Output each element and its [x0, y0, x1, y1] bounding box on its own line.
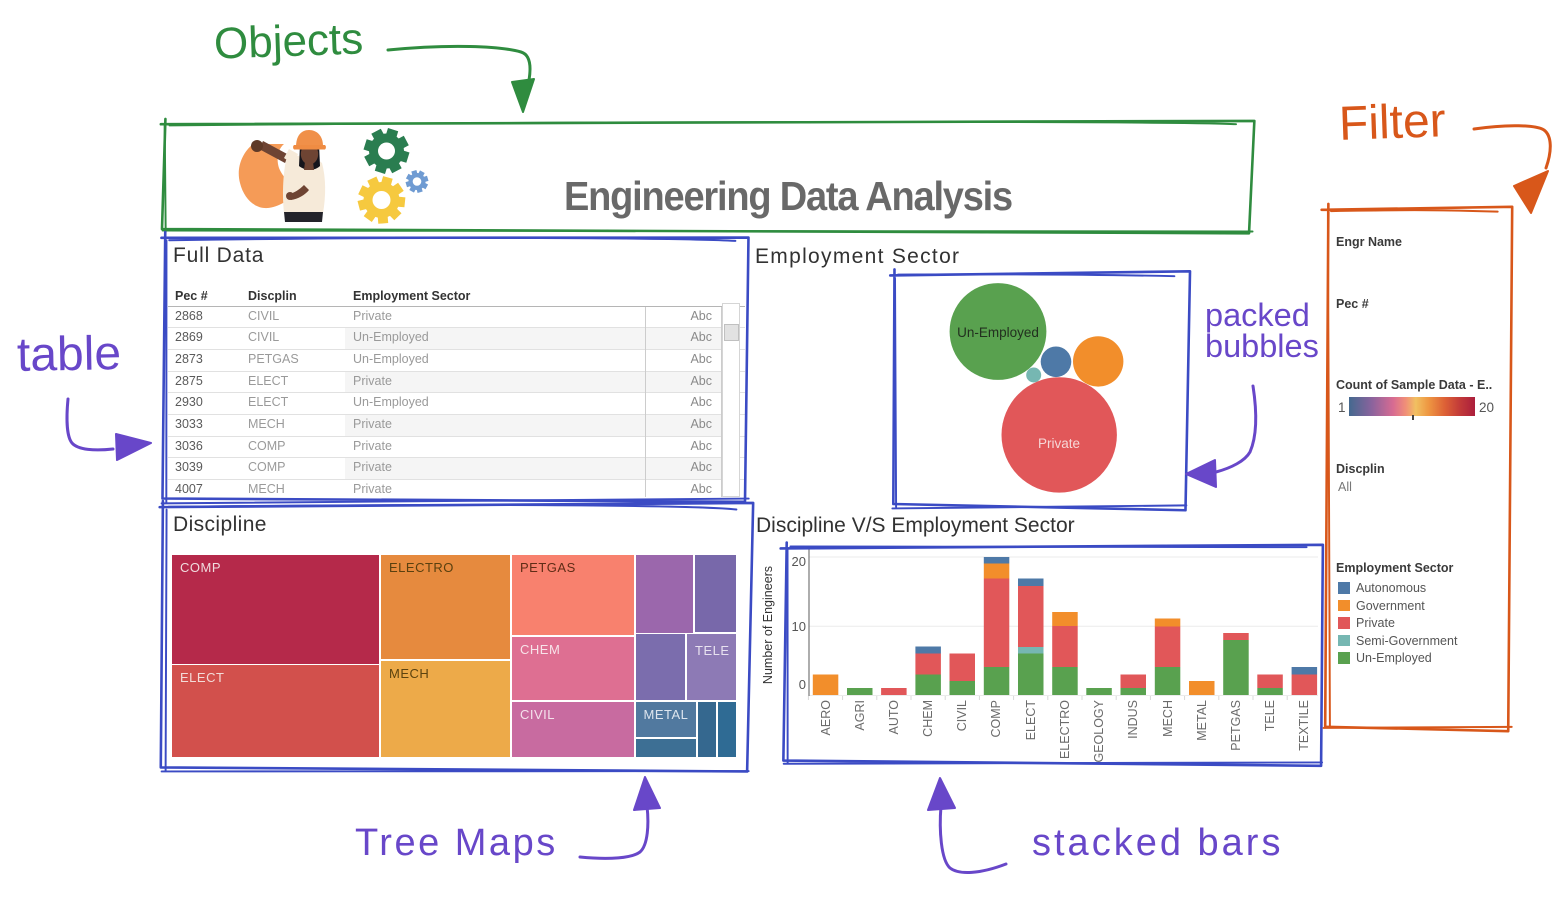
svg-text:Un-Employed: Un-Employed — [957, 325, 1039, 340]
svg-text:Private: Private — [1038, 436, 1080, 451]
